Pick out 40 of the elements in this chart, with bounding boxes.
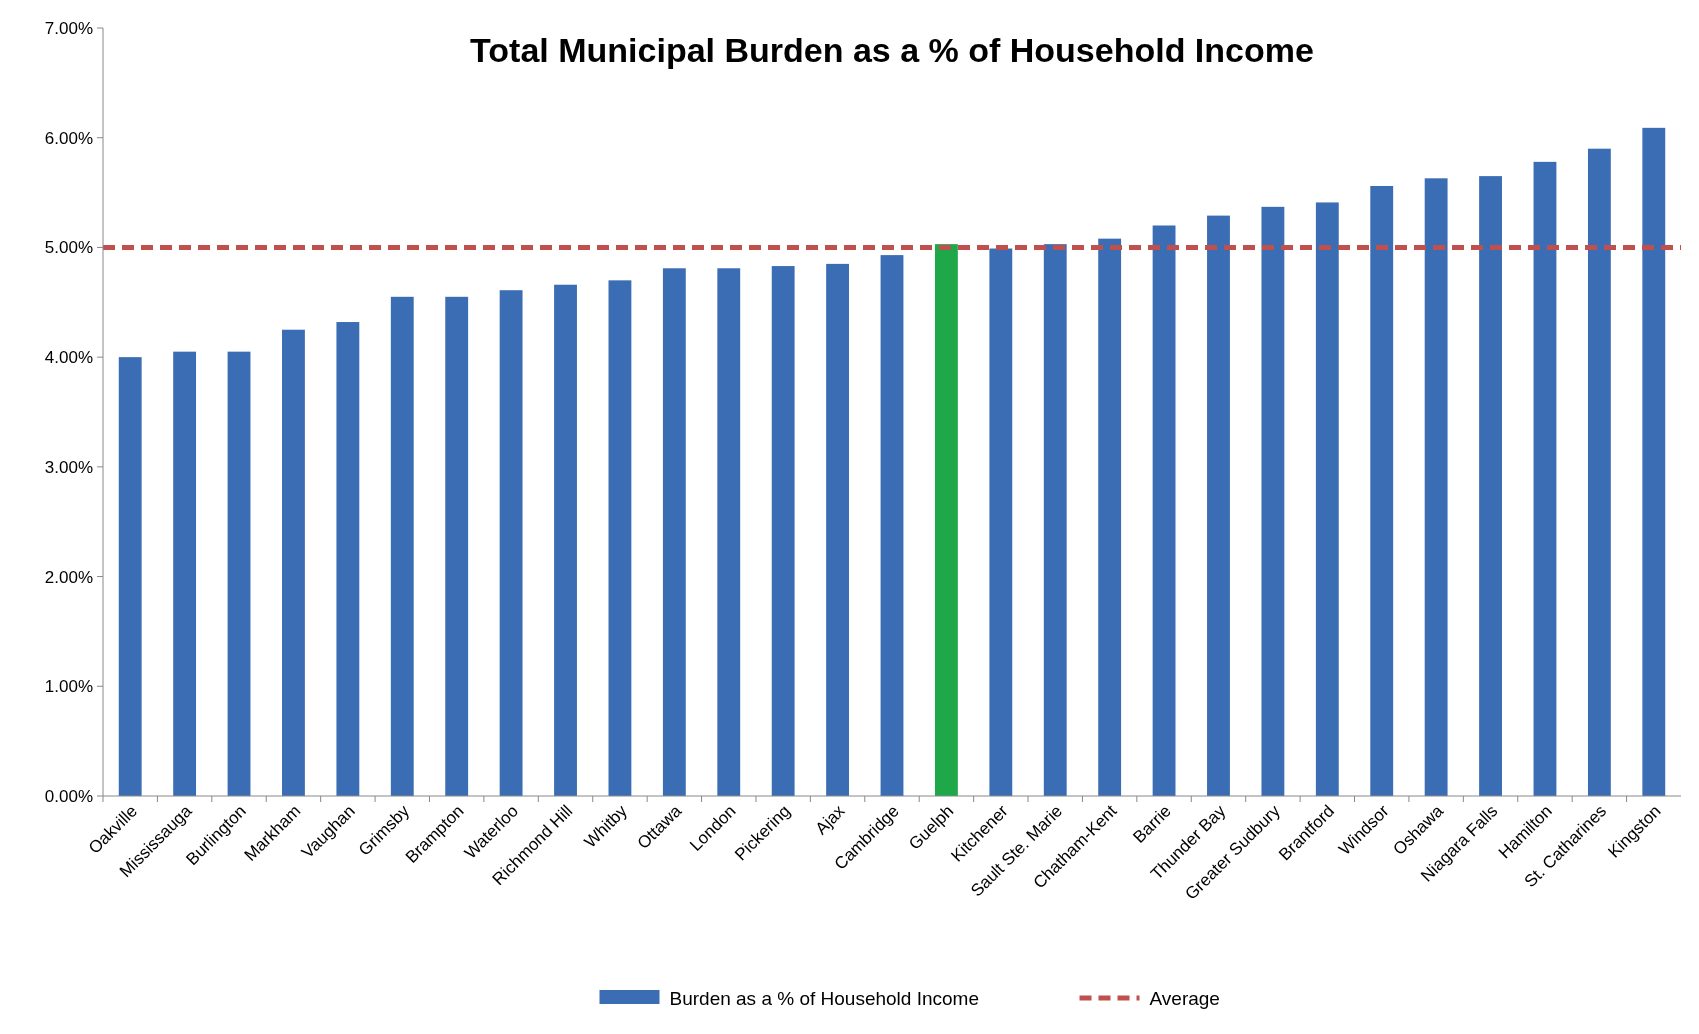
bar	[1424, 178, 1448, 796]
bar	[1207, 215, 1230, 796]
bar	[662, 268, 686, 796]
y-tick-label: 0.00%	[44, 786, 93, 806]
bar	[1533, 161, 1557, 796]
bar	[934, 244, 958, 796]
bar	[826, 263, 850, 796]
y-tick-label: 6.00%	[44, 128, 93, 148]
y-tick-label: 3.00%	[44, 457, 93, 477]
bar	[499, 290, 523, 796]
y-tick-label: 4.00%	[44, 348, 93, 368]
bar	[227, 351, 251, 796]
y-tick-label: 7.00%	[44, 18, 93, 38]
bar	[390, 296, 414, 796]
y-tick-label: 1.00%	[44, 677, 93, 697]
bar	[1315, 202, 1339, 796]
bar	[608, 280, 632, 796]
bar	[1587, 148, 1611, 796]
bar	[880, 255, 904, 796]
bar	[336, 322, 360, 796]
bar	[445, 296, 469, 796]
bar	[118, 357, 142, 796]
y-tick-label: 2.00%	[44, 567, 93, 587]
bar	[1098, 238, 1122, 796]
bar	[554, 284, 577, 796]
bar	[1370, 185, 1394, 796]
y-tick-label: 5.00%	[44, 238, 93, 258]
bar	[173, 351, 197, 796]
bar	[989, 248, 1013, 796]
chart-title: Total Municipal Burden as a % of Household Income	[470, 31, 1314, 69]
bar	[771, 266, 795, 796]
bar	[1152, 225, 1176, 796]
bar	[1043, 244, 1067, 796]
legend-label: Burden as a % of Household Income	[669, 987, 979, 1009]
bar	[1642, 127, 1666, 796]
bar	[282, 329, 305, 796]
bar	[1479, 176, 1502, 796]
legend-label: Average	[1149, 987, 1220, 1009]
bar	[1261, 206, 1285, 796]
bar	[717, 268, 741, 796]
